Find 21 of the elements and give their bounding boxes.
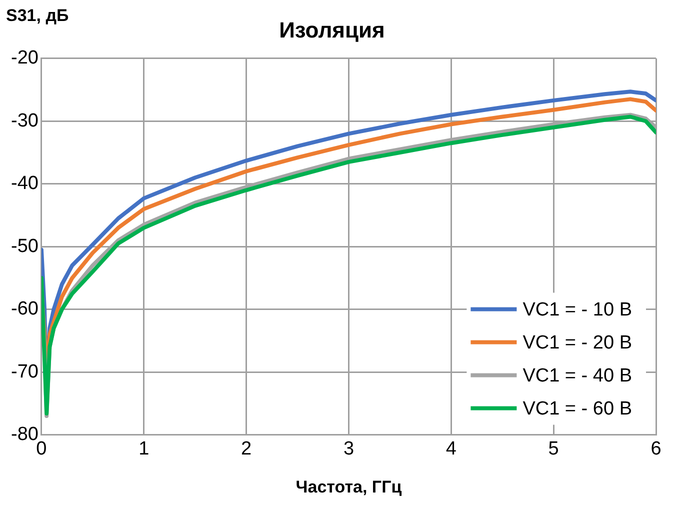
y-tick-label: -60 xyxy=(10,298,38,320)
y-tick-label: -40 xyxy=(10,173,38,194)
x-tick-label: 0 xyxy=(36,438,47,460)
x-tick-label: 1 xyxy=(138,438,150,460)
x-axis-title: Частота, ГГц xyxy=(296,477,402,496)
x-tick-label: 5 xyxy=(548,438,559,460)
y-tick-label: -50 xyxy=(10,236,38,257)
legend-label: VC1 = - 20 В xyxy=(522,332,632,354)
y-tick-label: -30 xyxy=(10,110,38,132)
y-tick-label: -20 xyxy=(10,48,38,69)
legend-label: VC1 = - 60 В xyxy=(522,398,632,420)
x-tick-label: 6 xyxy=(650,438,662,460)
y-tick-label: -80 xyxy=(10,424,38,446)
legend-label: VC1 = - 40 В xyxy=(522,366,632,387)
legend-label: VC1 = - 10 В xyxy=(522,300,632,321)
chart-title: Изоляция xyxy=(279,17,385,42)
x-tick-label: 2 xyxy=(241,438,252,460)
x-tick-label: 4 xyxy=(446,438,457,460)
x-tick-label: 3 xyxy=(343,438,354,460)
y-tick-label: -70 xyxy=(10,361,38,382)
y-axis-title: S31, дБ xyxy=(6,6,69,26)
